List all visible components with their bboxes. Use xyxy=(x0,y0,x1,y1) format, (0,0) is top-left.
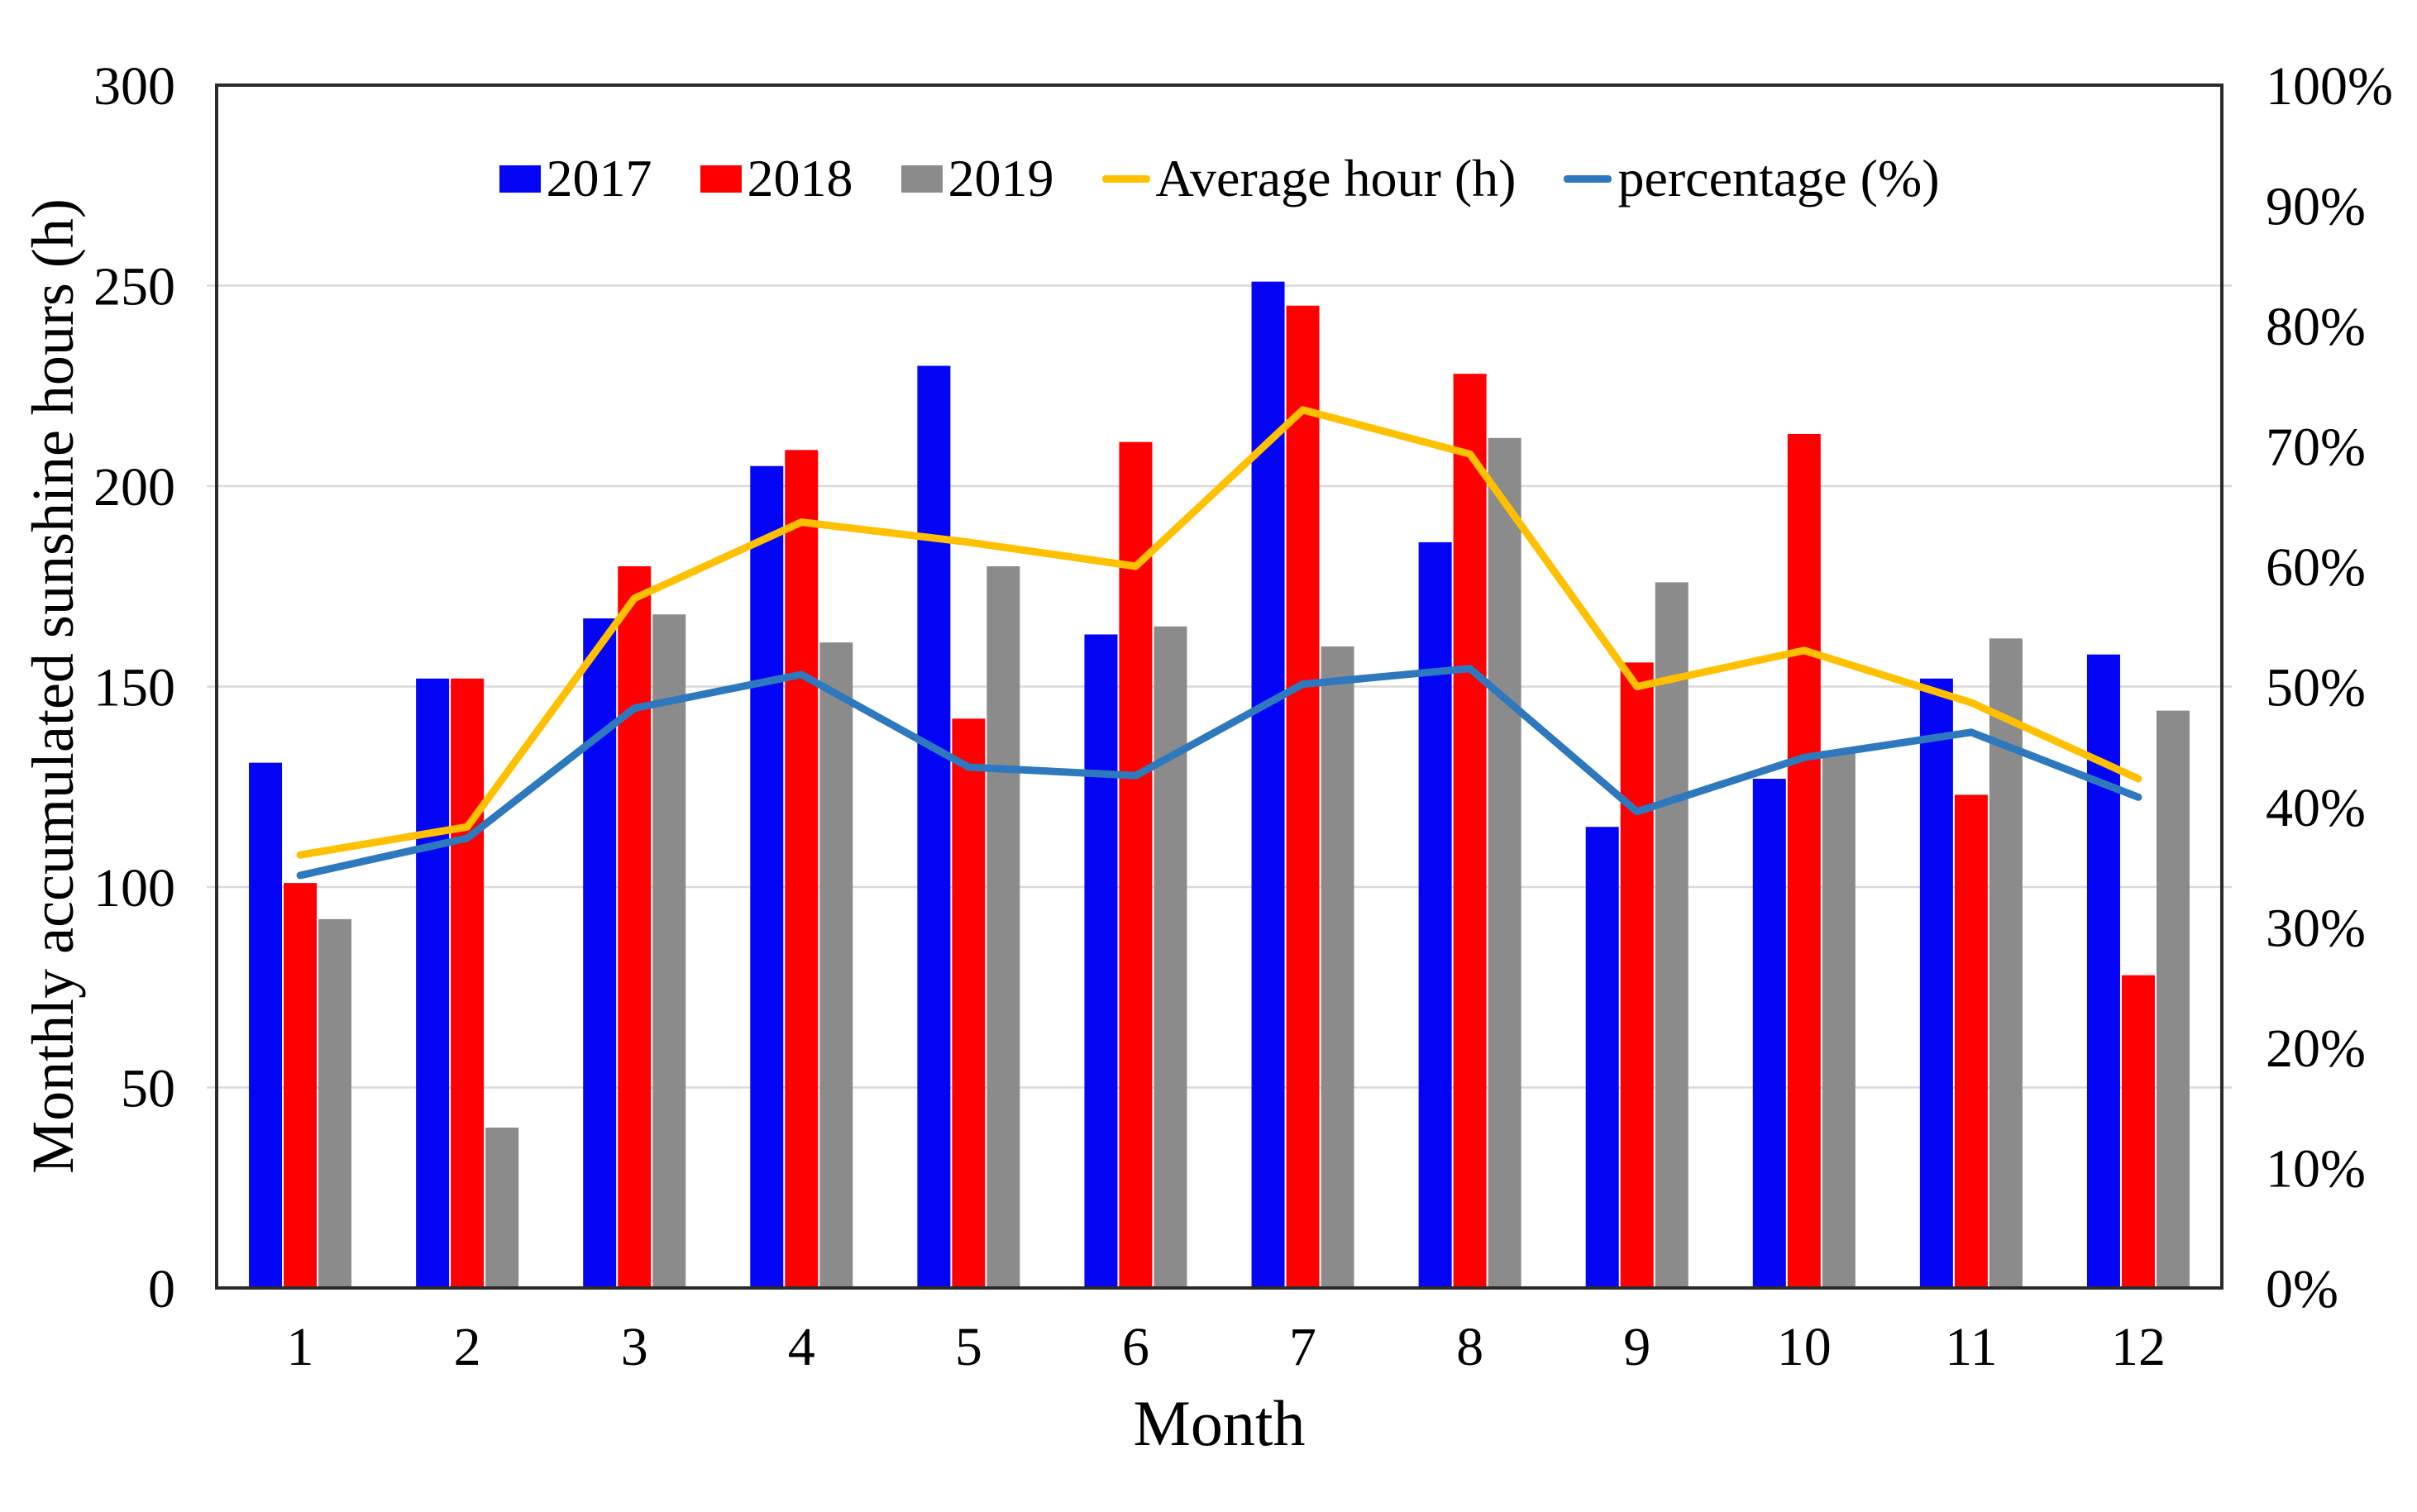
bar-2019-month-9 xyxy=(1655,582,1689,1288)
bar-2017-month-4 xyxy=(750,465,784,1288)
x-tick-1: 1 xyxy=(287,1317,314,1377)
legend-item-2017: 2017 xyxy=(499,152,652,205)
bar-2018-month-2 xyxy=(451,678,485,1288)
legend-label-average-hour: Average hour (h) xyxy=(1155,149,1517,207)
bar-2018-month-3 xyxy=(618,566,652,1288)
x-tick-9: 9 xyxy=(1623,1317,1650,1377)
legend-label-percentage: percentage (%) xyxy=(1617,149,1940,207)
legend-item-percentage: percentage (%) xyxy=(1564,149,1940,207)
bar-2019-month-5 xyxy=(986,566,1020,1288)
left-tick-250: 250 xyxy=(93,257,175,317)
x-tick-2: 2 xyxy=(454,1317,481,1377)
x-tick-8: 8 xyxy=(1456,1317,1483,1377)
x-tick-5: 5 xyxy=(955,1317,982,1377)
left-tick-50: 50 xyxy=(121,1059,175,1119)
bar-2018-month-10 xyxy=(1787,433,1821,1289)
bar-2018-month-9 xyxy=(1620,662,1654,1288)
bar-2019-month-2 xyxy=(485,1128,519,1288)
bar-2017-month-2 xyxy=(416,678,450,1288)
left-tick-200: 200 xyxy=(93,457,175,518)
bar-2018-month-8 xyxy=(1453,374,1487,1289)
legend: 2017 2018 2019 Average hour (h) percenta… xyxy=(217,145,2222,212)
legend-label-2019: 2019 xyxy=(948,149,1054,207)
bar-2019-month-7 xyxy=(1321,646,1354,1288)
legend-swatch-2017-icon xyxy=(499,165,541,193)
bar-2017-month-11 xyxy=(1919,678,1953,1288)
bar-2018-month-1 xyxy=(284,883,318,1288)
bar-2019-month-12 xyxy=(2156,710,2190,1288)
bar-2017-month-12 xyxy=(2086,654,2120,1288)
bar-2018-month-6 xyxy=(1119,441,1153,1288)
line-average-hour-h- xyxy=(296,406,2142,859)
bar-2017-month-5 xyxy=(917,365,951,1288)
left-tick-300: 300 xyxy=(93,56,175,117)
bar-2019-month-10 xyxy=(1822,751,1856,1288)
bar-2019-month-11 xyxy=(1989,638,2023,1288)
right-tick-20%: 20% xyxy=(2266,1018,2366,1079)
right-tick-0%: 0% xyxy=(2266,1259,2338,1319)
bar-2018-month-4 xyxy=(785,450,819,1288)
bar-2017-month-6 xyxy=(1084,634,1118,1288)
x-tick-4: 4 xyxy=(788,1317,815,1377)
bar-2017-month-8 xyxy=(1418,541,1452,1288)
bar-2017-month-3 xyxy=(583,618,617,1288)
bar-2019-month-4 xyxy=(819,642,853,1288)
legend-item-2018: 2018 xyxy=(700,152,853,205)
right-tick-10%: 10% xyxy=(2266,1139,2366,1200)
right-tick-70%: 70% xyxy=(2266,417,2366,478)
legend-item-2019: 2019 xyxy=(900,149,1054,207)
x-tick-11: 11 xyxy=(1945,1317,1998,1377)
line-percentage- xyxy=(296,665,2142,880)
bar-2019-month-1 xyxy=(318,918,352,1288)
bar-2018-month-7 xyxy=(1286,305,1320,1288)
legend-label-2018: 2018 xyxy=(747,149,853,207)
right-tick-50%: 50% xyxy=(2266,658,2366,718)
right-tick-40%: 40% xyxy=(2266,778,2366,838)
x-tick-7: 7 xyxy=(1289,1317,1316,1377)
bar-2017-month-1 xyxy=(249,762,283,1288)
x-tick-10: 10 xyxy=(1777,1317,1832,1377)
bar-2019-month-3 xyxy=(652,614,686,1288)
bar-2017-month-10 xyxy=(1752,779,1786,1288)
legend-line-average-hour-icon xyxy=(1101,174,1150,183)
x-tick-3: 3 xyxy=(621,1317,648,1377)
bar-2019-month-8 xyxy=(1488,437,1521,1288)
right-tick-100%: 100% xyxy=(2266,56,2393,117)
right-tick-80%: 80% xyxy=(2266,297,2366,357)
right-tick-30%: 30% xyxy=(2266,899,2366,959)
x-axis-title: Month xyxy=(1133,1387,1306,1459)
x-tick-6: 6 xyxy=(1122,1317,1149,1377)
bar-2019-month-6 xyxy=(1154,626,1187,1288)
bar-2018-month-12 xyxy=(2121,975,2155,1288)
legend-line-percentage-icon xyxy=(1564,174,1612,183)
x-tick-12: 12 xyxy=(2111,1317,2166,1377)
right-tick-90%: 90% xyxy=(2266,177,2366,237)
plot-border xyxy=(215,83,2224,1290)
legend-item-average-hour: Average hour (h) xyxy=(1101,149,1517,207)
left-tick-150: 150 xyxy=(93,658,175,718)
left-tick-100: 100 xyxy=(93,858,175,918)
bar-2017-month-9 xyxy=(1585,827,1619,1288)
right-tick-60%: 60% xyxy=(2266,537,2366,598)
bar-2018-month-5 xyxy=(952,718,986,1288)
legend-swatch-2018-icon xyxy=(700,165,742,193)
legend-label-2017: 2017 xyxy=(546,149,652,207)
bar-2018-month-11 xyxy=(1954,794,1988,1288)
left-tick-0: 0 xyxy=(148,1259,175,1319)
legend-swatch-2019-icon xyxy=(900,165,943,193)
